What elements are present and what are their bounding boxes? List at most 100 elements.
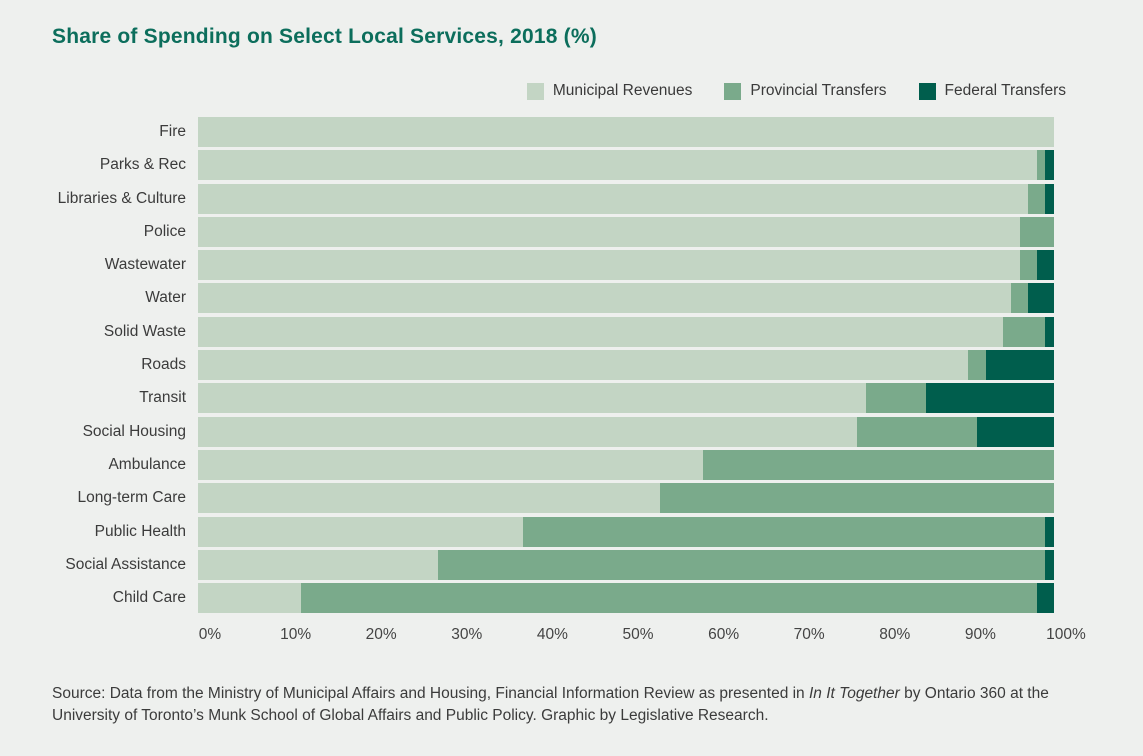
row-label-fire: Fire <box>159 123 186 140</box>
row-label-long-term-care: Long-term Care <box>77 489 186 507</box>
bar-track-parks-rec <box>198 150 1054 181</box>
legend-item-municipal-revenues: Municipal Revenues <box>526 82 693 100</box>
bar-track-water <box>198 283 1054 314</box>
source-text-suffix: by Ontario 360 at the University of Toro… <box>52 685 1049 725</box>
bar-segment-provincial-transfers-long-term-care <box>660 483 1054 514</box>
bar-segment-federal-transfers-libraries-culture <box>1045 183 1054 214</box>
bar-segment-provincial-transfers-social-assistance <box>437 549 1046 580</box>
row-label-wastewater: Wastewater <box>104 256 186 274</box>
bar-track-social-assistance <box>198 549 1054 580</box>
legend: Municipal Revenues Provincial Transfers … <box>526 82 1066 100</box>
x-tick-70pct: 70% <box>793 626 825 643</box>
bar-track-fire <box>198 117 1054 147</box>
row-label-parks-rec: Parks & Rec <box>99 156 186 174</box>
bar-track-solid-waste <box>198 316 1054 347</box>
bar-segment-federal-transfers-solid-waste <box>1045 316 1054 347</box>
row-label-transit: Transit <box>139 389 186 407</box>
bar-track-public-health <box>198 516 1054 547</box>
bar-segment-municipal-revenues-wastewater <box>198 250 1020 281</box>
bar-segment-federal-transfers-water <box>1028 283 1054 314</box>
bar-track-long-term-care <box>198 483 1054 514</box>
source-text-prefix: Source: Data from the Ministry of Munici… <box>52 685 809 702</box>
bar-segment-provincial-transfers-child-care <box>300 583 1037 614</box>
bar-segment-municipal-revenues-transit <box>198 383 866 414</box>
row-label-police: Police <box>143 222 186 240</box>
bar-segment-provincial-transfers-parks-rec <box>1036 150 1046 181</box>
x-tick-60pct: 60% <box>708 626 740 643</box>
bar-track-ambulance <box>198 449 1054 480</box>
chart-row-transit: Transit <box>0 383 1143 414</box>
bar-segment-municipal-revenues-police <box>198 216 1020 247</box>
bar-segment-provincial-transfers-transit <box>865 383 926 414</box>
bar-track-police <box>198 216 1054 247</box>
x-tick-20pct: 20% <box>365 626 397 643</box>
bar-track-social-housing <box>198 416 1054 447</box>
chart-row-solid-waste: Solid Waste <box>0 316 1143 347</box>
source-note: Source: Data from the Ministry of Munici… <box>52 683 1100 728</box>
chart-row-ambulance: Ambulance <box>0 449 1143 480</box>
chart-row-child-care: Child Care <box>0 583 1143 614</box>
x-tick-10pct: 10% <box>280 626 312 643</box>
bar-segment-municipal-revenues-ambulance <box>198 449 704 480</box>
legend-swatch-federal-transfers <box>918 82 936 100</box>
row-label-public-health: Public Health <box>94 522 186 540</box>
chart-row-wastewater: Wastewater <box>0 250 1143 281</box>
chart-row-public-health: Public Health <box>0 516 1143 547</box>
x-tick-100pct: 100% <box>1046 626 1086 643</box>
x-tick-40pct: 40% <box>536 626 568 643</box>
legend-label-municipal-revenues: Municipal Revenues <box>552 82 693 99</box>
chart-row-water: Water <box>0 283 1143 314</box>
chart-title: Share of Spending on Select Local Servic… <box>52 25 597 48</box>
row-label-water: Water <box>145 289 186 307</box>
bar-segment-federal-transfers-transit <box>925 383 1054 414</box>
x-tick-90pct: 90% <box>964 626 996 643</box>
bar-track-wastewater <box>198 250 1054 281</box>
bar-segment-federal-transfers-social-assistance <box>1045 549 1054 580</box>
bar-segment-municipal-revenues-public-health <box>198 516 524 547</box>
row-label-social-housing: Social Housing <box>82 422 186 440</box>
chart-row-parks-rec: Parks & Rec <box>0 150 1143 181</box>
bar-segment-municipal-revenues-social-assistance <box>198 549 438 580</box>
bar-segment-municipal-revenues-long-term-care <box>198 483 661 514</box>
legend-swatch-provincial-transfers <box>724 82 742 100</box>
legend-label-provincial-transfers: Provincial Transfers <box>750 82 887 99</box>
x-tick-80pct: 80% <box>879 626 911 643</box>
bar-segment-municipal-revenues-child-care <box>198 583 301 614</box>
row-label-solid-waste: Solid Waste <box>103 322 186 340</box>
bar-segment-provincial-transfers-social-housing <box>857 416 977 447</box>
legend-swatch-municipal-revenues <box>526 82 544 100</box>
bar-segment-federal-transfers-social-housing <box>976 416 1054 447</box>
source-text-italic: In It Together <box>809 685 900 702</box>
chart-row-roads: Roads <box>0 350 1143 381</box>
chart-row-fire: Fire <box>0 117 1143 147</box>
bar-segment-federal-transfers-parks-rec <box>1045 150 1054 181</box>
bar-track-child-care <box>198 583 1054 614</box>
legend-item-federal-transfers: Federal Transfers <box>918 82 1066 100</box>
row-label-roads: Roads <box>141 356 186 374</box>
bar-segment-municipal-revenues-fire <box>198 117 1054 147</box>
row-label-social-assistance: Social Assistance <box>65 555 186 573</box>
bar-segment-municipal-revenues-parks-rec <box>198 150 1037 181</box>
chart-row-police: Police <box>0 216 1143 247</box>
bar-track-transit <box>198 383 1054 414</box>
x-tick-30pct: 30% <box>451 626 483 643</box>
bar-segment-municipal-revenues-social-housing <box>198 416 858 447</box>
bar-segment-provincial-transfers-water <box>1011 283 1029 314</box>
chart-row-social-housing: Social Housing <box>0 416 1143 447</box>
bar-segment-provincial-transfers-public-health <box>523 516 1046 547</box>
bar-track-roads <box>198 350 1054 381</box>
bar-segment-federal-transfers-public-health <box>1045 516 1054 547</box>
x-tick-0pct: 0% <box>198 626 222 643</box>
bar-segment-federal-transfers-child-care <box>1036 583 1054 614</box>
chart-row-social-assistance: Social Assistance <box>0 549 1143 580</box>
legend-label-federal-transfers: Federal Transfers <box>944 82 1066 99</box>
row-label-ambulance: Ambulance <box>108 455 186 473</box>
bar-segment-provincial-transfers-wastewater <box>1019 250 1037 281</box>
bar-segment-provincial-transfers-libraries-culture <box>1028 183 1046 214</box>
bar-track-libraries-culture <box>198 183 1054 214</box>
bar-segment-provincial-transfers-police <box>1019 216 1054 247</box>
x-axis: 0% 10% 20% 30% 40% 50% 60% 70% 80% 90% 100% <box>199 626 1086 646</box>
stacked-bar-chart: Fire Parks & Rec Libraries & Culture Police… <box>0 117 1143 616</box>
bar-segment-provincial-transfers-solid-waste <box>1002 316 1046 347</box>
